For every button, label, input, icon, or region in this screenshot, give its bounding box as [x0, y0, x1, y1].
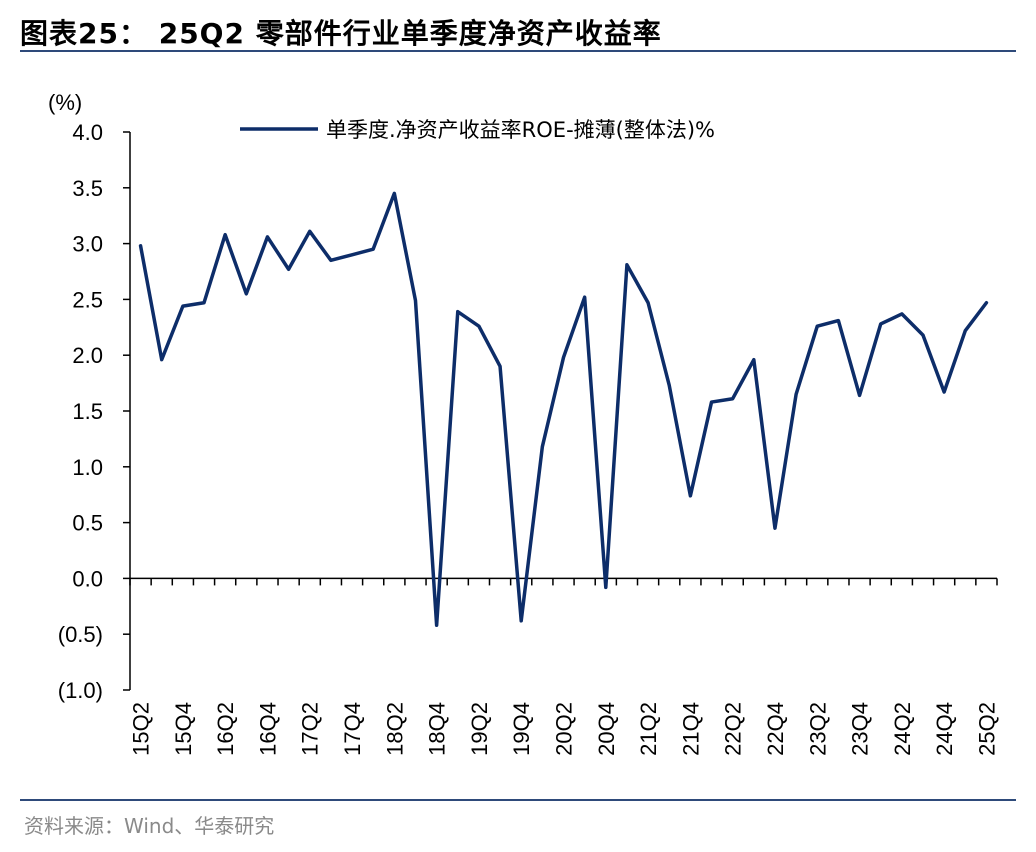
x-tick-label: 18Q4 — [425, 702, 450, 756]
y-tick-label: 1.0 — [72, 455, 103, 480]
x-tick-label: 20Q4 — [594, 702, 619, 756]
source-divider — [20, 799, 1016, 801]
x-tick-label: 17Q2 — [298, 702, 323, 756]
x-axis-ticks: 15Q2 15Q4 16Q2 16Q4 17Q2 17Q4 18Q2 18Q4 19Q2 19Q4… — [129, 578, 999, 756]
y-tick-label: 3.0 — [72, 232, 103, 257]
x-tick-label: 22Q2 — [721, 702, 746, 756]
series-line — [138, 191, 989, 628]
x-tick-label: 22Q4 — [763, 702, 788, 756]
y-axis-unit-label: (%) — [48, 90, 82, 115]
x-tick-label: 23Q2 — [805, 702, 830, 756]
x-tick-label: 21Q4 — [678, 702, 703, 756]
y-tick-label: 2.0 — [72, 343, 103, 368]
x-tick-label: 19Q4 — [509, 702, 534, 756]
y-tick-label: 4.0 — [72, 120, 103, 145]
y-tick-label: 2.5 — [72, 287, 103, 312]
title-divider — [20, 50, 1016, 52]
y-tick-label: 0.0 — [72, 566, 103, 591]
source-note: 资料来源：Wind、华泰研究 — [24, 814, 275, 838]
x-tick-label: 15Q4 — [171, 702, 196, 756]
x-tick-label: 21Q2 — [636, 702, 661, 756]
x-tick-label: 25Q2 — [974, 702, 999, 756]
y-tick-label: 0.5 — [72, 511, 103, 536]
chart-axes — [129, 132, 997, 690]
legend-series-label: 单季度.净资产收益率ROE-摊薄(整体法)% — [326, 118, 715, 142]
y-tick-label: 1.5 — [72, 399, 103, 424]
x-tick-label: 16Q4 — [255, 702, 280, 756]
x-tick-label: 16Q2 — [213, 702, 238, 756]
x-tick-label: 15Q2 — [129, 702, 154, 756]
x-tick-label: 24Q2 — [890, 702, 915, 756]
y-tick-label: (1.0) — [58, 678, 103, 703]
x-tick-label: 19Q2 — [467, 702, 492, 756]
series-layer — [138, 191, 989, 628]
x-tick-label: 20Q2 — [552, 702, 577, 756]
figure-title: 图表25： 25Q2 零部件行业单季度净资产收益率 — [20, 17, 662, 50]
x-tick-label: 23Q4 — [848, 702, 873, 756]
x-tick-label: 24Q4 — [932, 702, 957, 756]
chart-legend: 单季度.净资产收益率ROE-摊薄(整体法)% — [240, 118, 715, 142]
x-tick-label: 17Q4 — [340, 702, 365, 756]
x-tick-label: 18Q2 — [382, 702, 407, 756]
y-axis-ticks: 4.0 3.5 3.0 2.5 2.0 1.5 1.0 0.5 0.0 (0.5) (1.0) — [58, 120, 130, 703]
y-tick-label: 3.5 — [72, 176, 103, 201]
y-tick-label: (0.5) — [58, 622, 103, 647]
